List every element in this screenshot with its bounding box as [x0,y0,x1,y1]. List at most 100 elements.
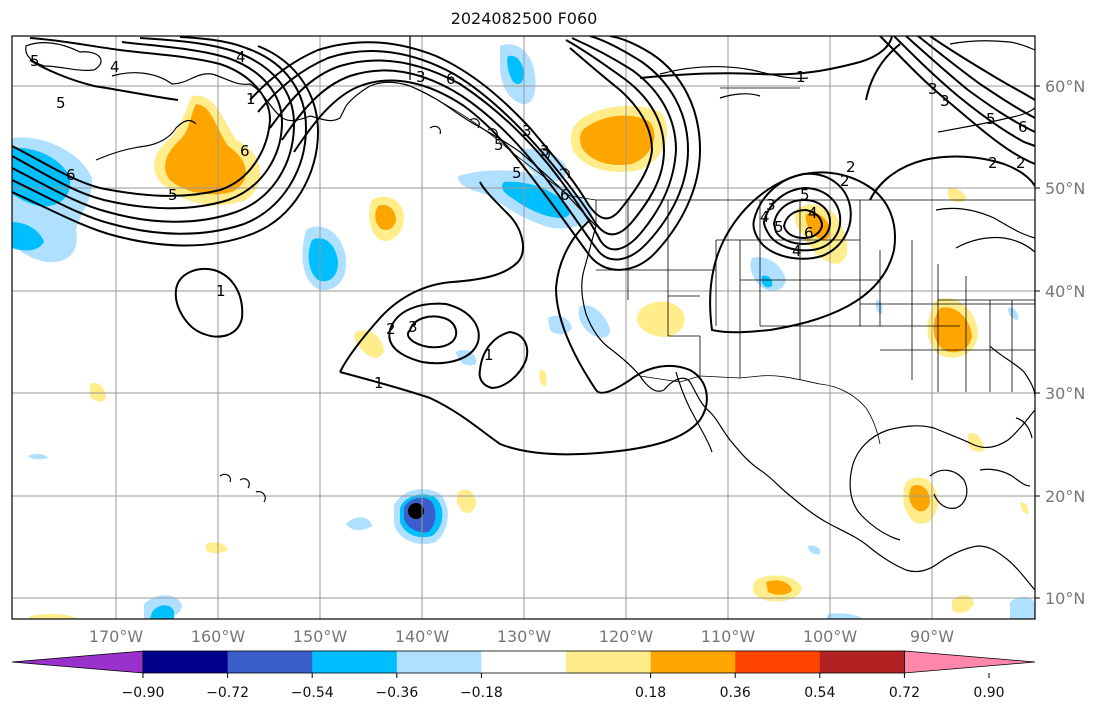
positive-anomaly-dot [206,542,228,553]
contour-label-group: 5 4 5 6 6 5 3 6 3 5 1 1 3 2 4 5 6 5 4 3 … [30,48,1028,392]
negative-anomaly-west-core2 [12,222,44,251]
contour-label: 6 [804,224,814,242]
contour-label: 1 [216,282,226,300]
colorbar-tick-label: 0.72 [889,685,920,701]
negative-anomaly-gulf-core [502,181,571,218]
colorbar-swatch [735,651,821,673]
positive-anomaly-dot [948,187,966,203]
graticule [12,36,1035,619]
colorbar-outline [142,650,905,674]
colorbar-tick-label: 0.54 [804,685,835,701]
colorbar-swatch [227,651,313,673]
contour-label: 1 [484,346,494,364]
negative-anomaly-small [808,545,821,555]
colorbar-tick-label: 0.18 [635,685,666,701]
contour-label: 5 [56,94,66,112]
latitude-label: 40°N [1045,282,1085,301]
tropical-cyclone-center [408,503,424,519]
coastlines [25,36,1035,591]
contour-label: 3 [766,196,776,214]
latitude-label: 30°N [1045,384,1085,403]
colorbar-swatch [396,651,482,673]
contour-label: 6 [1018,118,1028,136]
contour-label: 2 [386,320,396,338]
contour-label: 5 [774,218,784,236]
positive-anomaly-tennessee-core [933,307,972,353]
contour-label: 6 [446,70,456,88]
colorbar-swatch [650,651,736,673]
colorbar-swatch [819,651,905,673]
longitude-label: 120°W [599,627,654,646]
negative-anomaly-small [1008,307,1019,320]
negative-anomaly-rockies [750,257,786,291]
positive-anomaly-dot [952,595,974,613]
contour-label: 5 [494,136,504,154]
longitude-label: 110°W [701,627,756,646]
longitude-label: 150°W [293,627,348,646]
longitude-label: 140°W [395,627,450,646]
contour-label: 2 [840,172,850,190]
contour-label: 3 [416,68,426,86]
latitude-label: 60°N [1045,77,1085,96]
colorbar-swatch [312,651,398,673]
contour-label: 5 [30,52,40,70]
contour-label: 4 [760,208,770,226]
negative-anomaly-small [1010,596,1035,619]
political-borders [409,85,1035,445]
positive-anomaly-dot [90,382,106,402]
negative-anomaly-small [875,299,883,314]
colorbar-swatch [481,651,567,673]
contour-label: 3 [540,142,550,160]
colorbar-swatch [566,651,652,673]
colorbar-tick-label: −0.36 [375,685,418,701]
positive-anomaly-pacific [354,330,384,358]
contour-label: 1 [374,374,384,392]
negative-anomaly-small-core [150,605,174,619]
contour-label: 5 [168,186,178,204]
positive-anomaly-mexico-core [909,484,930,512]
longitude-label: 100°W [803,627,858,646]
colorbar-extend-high [904,650,1036,674]
positive-anomaly-dot [28,613,78,619]
latitude-label: 10°N [1045,589,1085,608]
negative-anomaly-small [28,453,48,460]
positive-anomaly-dot [539,369,547,387]
map-frame [11,35,1036,620]
longitude-label: 130°W [497,627,552,646]
contour-lines [12,36,1035,456]
longitude-labels: 170°W 160°W 150°W 140°W 130°W 120°W 110°… [89,627,954,646]
positive-anomaly-bc-core [580,115,655,166]
contour-label: 6 [66,166,76,184]
negative-anomaly-rockies-core [761,275,773,288]
map-title: 2024082500 F060 [450,9,598,28]
longitude-label: 160°W [191,627,246,646]
contour-label: 4 [792,242,802,260]
positive-anomaly-dot [456,489,476,513]
negative-anomaly-small [346,517,372,531]
longitude-label: 90°W [910,627,954,646]
colorbar-swatch [143,651,229,673]
contour-label: 3 [940,92,950,110]
colorbar-tick-label: −0.18 [460,685,503,701]
positive-anomaly-dot [1020,502,1029,514]
contour-label: 1 [796,68,806,86]
negative-anomaly-pacific2 [548,315,572,335]
colorbar-tick-label: 0.90 [973,685,1004,701]
colorbar: −0.90 −0.72 −0.54 −0.36 −0.18 0.18 0.36 0.54 0.7… [11,650,1036,701]
contour-label: 2 [1016,154,1026,172]
negative-anomaly-small [826,613,864,619]
contour-label: 3 [408,318,418,336]
longitude-label: 170°W [89,627,144,646]
latitude-labels: 60°N 50°N 40°N 30°N 20°N 10°N [1035,77,1085,608]
colorbar-tick-label: −0.72 [206,685,249,701]
colorbar-tick-label: −0.54 [291,685,334,701]
negative-anomaly-bering-core [507,55,524,85]
contour-label: 5 [986,110,996,128]
positive-anomaly-alaska-core [165,104,246,195]
negative-anomaly-mid-core [308,238,338,282]
latitude-label: 20°N [1045,487,1085,506]
contour-label: 2 [846,158,856,176]
contour-label: 2 [988,154,998,172]
contour-label: 5 [800,186,810,204]
